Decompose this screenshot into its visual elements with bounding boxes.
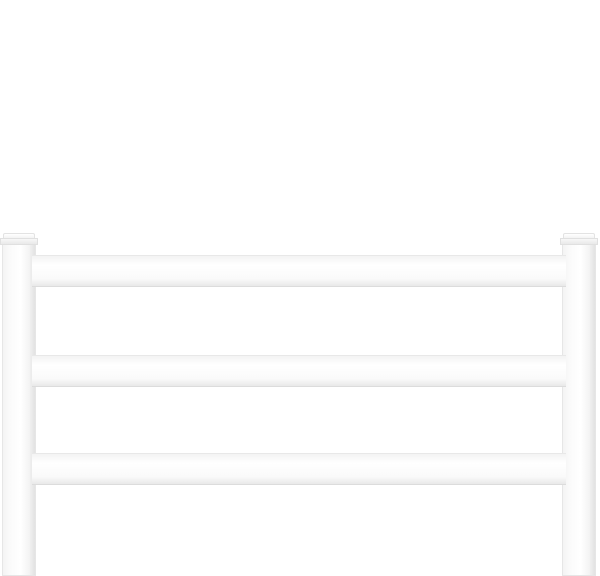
right-cap-top — [563, 233, 595, 239]
left-post-cap — [0, 233, 38, 245]
right-post-cap — [560, 233, 598, 245]
left-cap-top — [3, 233, 35, 239]
left-cap-base — [0, 238, 38, 245]
left-post-shade — [30, 244, 35, 575]
right-post-shade — [590, 244, 595, 575]
right-post — [562, 243, 596, 576]
middle-rail — [32, 355, 566, 387]
bottom-rail — [32, 453, 566, 485]
left-post — [2, 243, 36, 576]
top-rail — [32, 255, 566, 287]
right-cap-base — [560, 238, 598, 245]
